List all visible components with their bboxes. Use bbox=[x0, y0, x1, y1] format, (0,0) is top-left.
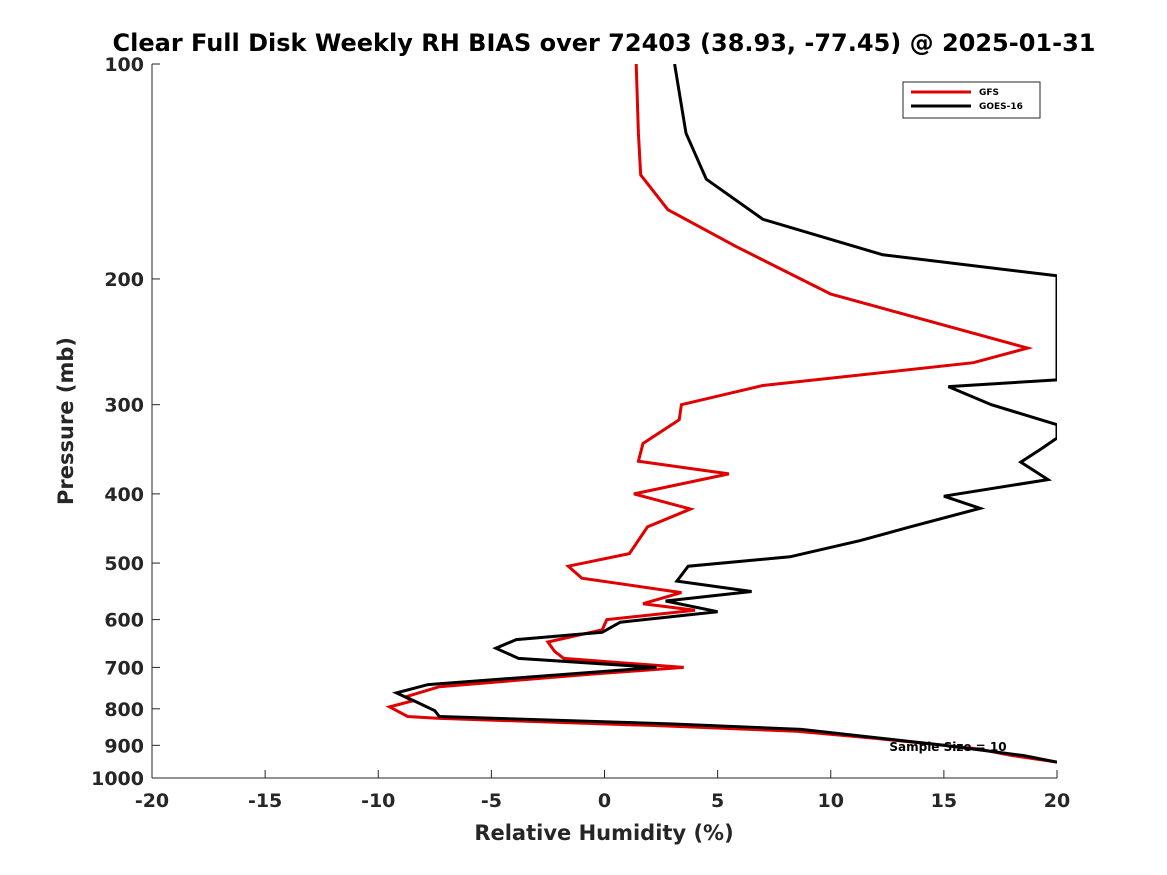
x-tick-label: -10 bbox=[361, 790, 395, 812]
x-tick-label: 15 bbox=[931, 790, 957, 812]
y-axis: 100 200 300 400 500 600 700 800 900 1000 bbox=[91, 54, 160, 790]
legend: GFS GOES-16 bbox=[902, 81, 1041, 119]
y-axis-label: Pressure (mb) bbox=[54, 337, 78, 505]
y-tick-label: 800 bbox=[104, 699, 144, 721]
y-tick-label: 300 bbox=[104, 395, 144, 417]
y-tick-label: 600 bbox=[104, 610, 144, 632]
legend-entry: GFS bbox=[979, 88, 999, 98]
x-axis-label: Relative Humidity (%) bbox=[474, 821, 733, 845]
x-tick-label: 20 bbox=[1044, 790, 1070, 812]
y-tick-label: 200 bbox=[104, 269, 144, 291]
x-tick-label: 5 bbox=[711, 790, 724, 812]
x-axis: -20 -15 -10 -5 0 5 10 15 20 bbox=[135, 770, 1070, 812]
legend-entry: GOES-16 bbox=[979, 102, 1023, 112]
x-tick-label: 0 bbox=[598, 790, 611, 812]
x-tick-label: -15 bbox=[248, 790, 282, 812]
y-tick-label: 700 bbox=[104, 657, 144, 679]
x-tick-label: -20 bbox=[135, 790, 169, 812]
y-tick-label: 400 bbox=[104, 484, 144, 506]
y-tick-label: 1000 bbox=[91, 768, 144, 790]
y-tick-label: 500 bbox=[104, 553, 144, 575]
x-tick-label: 10 bbox=[818, 790, 844, 812]
chart-title: Clear Full Disk Weekly RH BIAS over 7240… bbox=[113, 29, 1096, 57]
series-line-gfs bbox=[385, 64, 1057, 764]
legend-box bbox=[902, 81, 1041, 119]
series-lines bbox=[385, 64, 1057, 764]
x-tick-label: -5 bbox=[481, 790, 502, 812]
sample-size-annotation: Sample Size = 10 bbox=[889, 740, 1006, 754]
y-tick-label: 100 bbox=[104, 54, 144, 76]
y-tick-label: 900 bbox=[104, 735, 144, 757]
series-line-goes-16 bbox=[391, 64, 1057, 764]
